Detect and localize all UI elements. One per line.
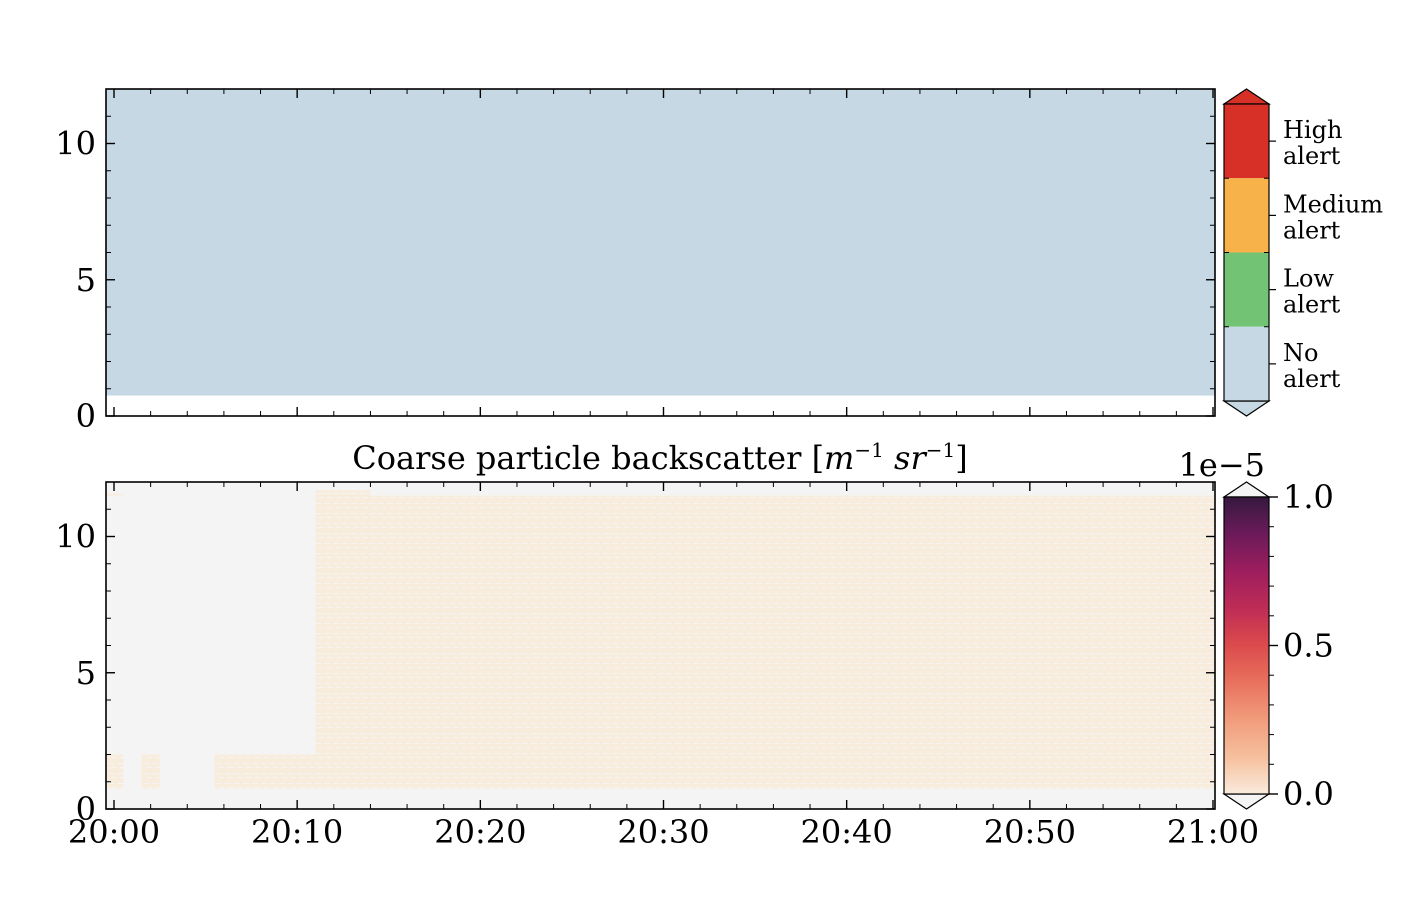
x-tick-label: 21:00 — [1167, 813, 1259, 851]
colorbar-label-line1: Medium — [1283, 190, 1383, 218]
backscatter-region-0 — [106, 492, 124, 496]
colorbar-label-line2: alert — [1283, 291, 1341, 319]
colorbar-segment-2 — [1224, 252, 1269, 327]
colorbar-scale-label: 1e−5 — [1179, 446, 1265, 484]
colorbar-label-line2: alert — [1283, 216, 1341, 244]
colorbar-label-line1: Low — [1283, 265, 1334, 293]
colorbar-label-line2: alert — [1283, 142, 1341, 170]
colorbar-extend-bottom — [1222, 400, 1271, 417]
colorbar-label-line1: High — [1283, 116, 1342, 144]
colorbar-segment-1 — [1224, 178, 1269, 253]
colorbar-tick-label: 0.5 — [1283, 627, 1334, 665]
colorbar-segment-0 — [1224, 104, 1269, 179]
x-tick-label: 20:00 — [68, 813, 160, 851]
y-tick-label: 10 — [55, 518, 96, 556]
colorbar-label-line2: alert — [1283, 365, 1341, 393]
colorbar-extend-bottom — [1222, 793, 1271, 810]
x-tick-label: 20:30 — [617, 813, 709, 851]
colorbar-extend-top — [1222, 481, 1271, 498]
no-alert-region — [106, 89, 1215, 396]
colorbar-segment-3 — [1224, 326, 1269, 401]
x-tick-label: 20:10 — [251, 813, 343, 851]
colorbar-frame — [1223, 103, 1270, 402]
x-tick-label: 20:40 — [801, 813, 893, 851]
colorbar-extend-top — [1222, 88, 1271, 105]
backscatter-region-2 — [141, 754, 160, 789]
y-tick-label: 5 — [76, 654, 96, 692]
backscatter-region-1 — [106, 754, 124, 789]
backscatter-region-4 — [315, 490, 371, 789]
y-tick-label: 0 — [76, 790, 96, 828]
backscatter-data-regions — [106, 490, 1215, 789]
backscatter-panel: Coarse particle backscatter [m−1 sr−1] 0… — [55, 438, 1334, 851]
alert-axis-ticks: 0 5 10 — [55, 88, 1215, 435]
colorbar-tick-label: 1.0 — [1283, 478, 1334, 516]
backscatter-region-3 — [214, 754, 316, 789]
y-tick-label: 10 — [55, 125, 96, 163]
backscatter-colorbar: 0.0 0.5 1.0 1e−5 — [1179, 446, 1334, 813]
y-tick-label: 5 — [76, 261, 96, 299]
colorbar-label-line1: No — [1283, 339, 1318, 367]
colorbar-tick-label: 0.0 — [1283, 775, 1334, 813]
backscatter-region-5 — [370, 495, 1215, 789]
x-tick-label: 20:20 — [434, 813, 526, 851]
backscatter-axis-ticks: 0 5 10 20:00 20:10 20:20 20:30 20:40 20:50 21:00 — [55, 481, 1259, 851]
colorbar-gradient — [1223, 496, 1270, 795]
y-tick-label: 0 — [76, 397, 96, 435]
backscatter-title: Coarse particle backscatter [m−1 sr−1] — [352, 438, 967, 477]
x-tick-label: 20:50 — [984, 813, 1076, 851]
